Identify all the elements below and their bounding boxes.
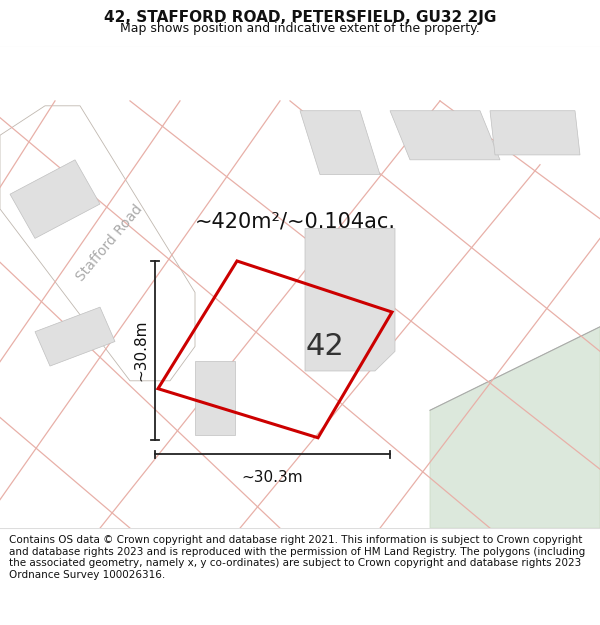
Text: Stafford Road: Stafford Road bbox=[74, 202, 146, 284]
Polygon shape bbox=[0, 106, 195, 381]
Text: 42, STAFFORD ROAD, PETERSFIELD, GU32 2JG: 42, STAFFORD ROAD, PETERSFIELD, GU32 2JG bbox=[104, 10, 496, 25]
Polygon shape bbox=[35, 307, 115, 366]
Polygon shape bbox=[430, 327, 600, 528]
Polygon shape bbox=[390, 111, 500, 160]
Text: Map shows position and indicative extent of the property.: Map shows position and indicative extent… bbox=[120, 22, 480, 34]
Text: ~30.3m: ~30.3m bbox=[242, 470, 304, 485]
Text: ~30.8m: ~30.8m bbox=[133, 319, 149, 381]
Polygon shape bbox=[300, 111, 380, 174]
Polygon shape bbox=[490, 111, 580, 155]
Text: ~420m²/~0.104ac.: ~420m²/~0.104ac. bbox=[195, 212, 396, 232]
Text: Contains OS data © Crown copyright and database right 2021. This information is : Contains OS data © Crown copyright and d… bbox=[9, 535, 585, 580]
Polygon shape bbox=[195, 361, 235, 435]
Polygon shape bbox=[305, 229, 395, 371]
Polygon shape bbox=[10, 160, 100, 238]
Text: 42: 42 bbox=[305, 332, 344, 361]
